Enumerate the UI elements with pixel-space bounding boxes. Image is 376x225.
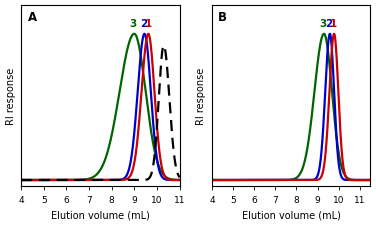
Y-axis label: RI response: RI response — [196, 67, 206, 124]
Text: 3: 3 — [320, 19, 327, 29]
Text: 2: 2 — [140, 19, 147, 29]
X-axis label: Elution volume (mL): Elution volume (mL) — [51, 209, 150, 219]
Text: 3: 3 — [130, 19, 137, 29]
Text: A: A — [27, 11, 36, 24]
Text: 1: 1 — [145, 19, 152, 29]
X-axis label: Elution volume (mL): Elution volume (mL) — [242, 209, 341, 219]
Text: 2: 2 — [326, 19, 333, 29]
Text: 1: 1 — [330, 19, 337, 29]
Text: B: B — [218, 11, 227, 24]
Y-axis label: RI response: RI response — [6, 67, 15, 124]
